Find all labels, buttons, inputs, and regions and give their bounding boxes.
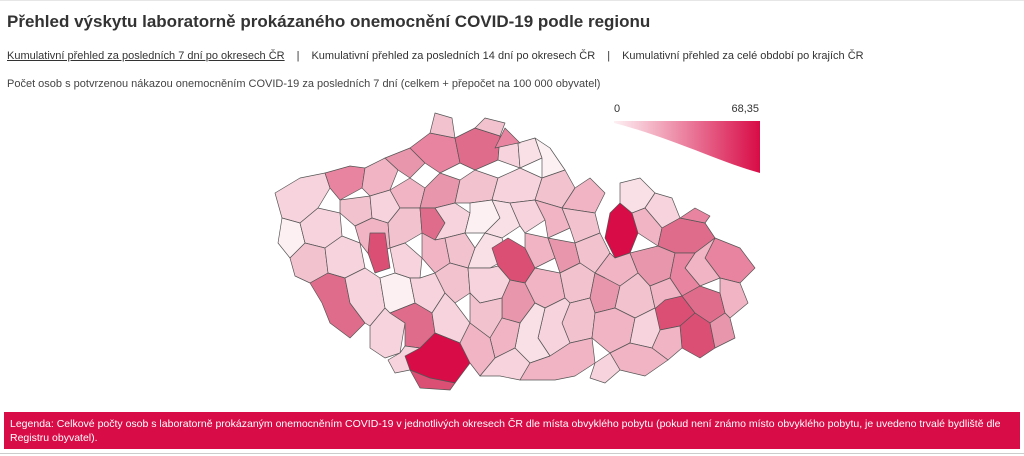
bottom-divider — [0, 453, 1024, 454]
district — [409, 369, 456, 391]
legend-note: Legenda: Celkové počty osob s laboratorn… — [4, 412, 1020, 449]
scale-max-label: 68,35 — [731, 103, 759, 115]
district — [454, 127, 501, 171]
district — [491, 167, 543, 204]
district — [369, 307, 406, 359]
tab-whole-period-regions[interactable]: Kumulativní přehled za celé období po kr… — [622, 50, 864, 62]
district — [324, 165, 366, 201]
district — [561, 177, 606, 214]
district — [474, 117, 506, 137]
district — [494, 127, 521, 149]
district — [454, 169, 499, 204]
district — [389, 242, 423, 279]
district — [509, 199, 546, 234]
scale-gradient — [614, 121, 760, 173]
czech-districts-map — [274, 112, 756, 391]
tab-separator: | — [607, 50, 611, 62]
district — [524, 232, 556, 269]
map-subtitle: Počet osob s potvrzenou nákazou onemocně… — [7, 78, 601, 90]
district — [709, 312, 736, 349]
scale-min-label: 0 — [614, 103, 621, 115]
district — [367, 232, 391, 274]
districts-group — [274, 112, 756, 391]
district — [589, 352, 621, 384]
tab-14-days-districts[interactable]: Kumulativní přehled za posledních 14 dní… — [311, 50, 596, 62]
district — [679, 207, 711, 224]
district — [629, 307, 661, 349]
district — [387, 345, 421, 374]
color-scale-legend: 0 68,35 — [612, 103, 767, 179]
view-tabs: Kumulativní přehled za posledních 7 dní … — [7, 50, 864, 62]
district — [429, 112, 456, 139]
tab-separator: | — [296, 50, 300, 62]
district — [384, 147, 426, 179]
page-title: Přehled výskytu laboratorně prokázaného … — [7, 12, 651, 31]
district — [534, 199, 571, 239]
tab-7-days-districts[interactable]: Kumulativní přehled za posledních 7 dní … — [7, 50, 285, 62]
top-divider — [0, 0, 1024, 1]
district — [419, 172, 461, 209]
